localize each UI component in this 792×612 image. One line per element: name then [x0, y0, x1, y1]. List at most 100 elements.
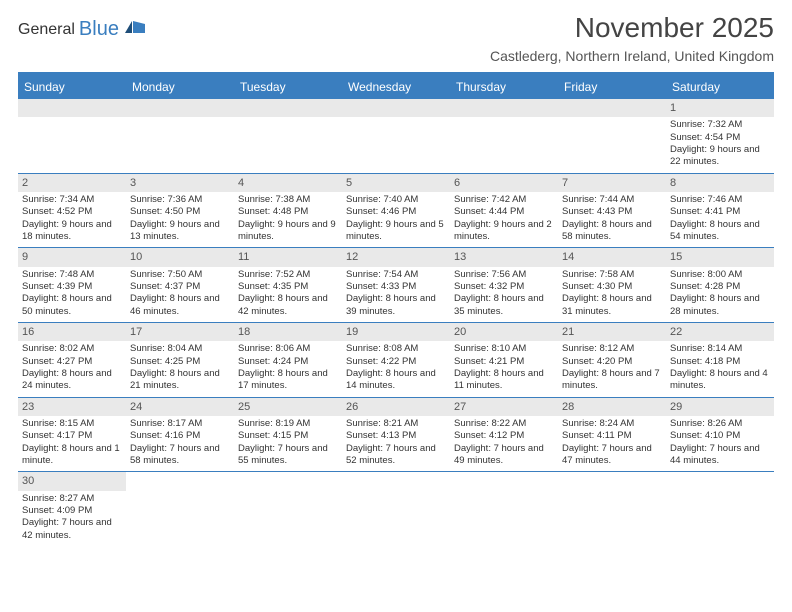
daylight-text: Daylight: 7 hours and 52 minutes.: [346, 443, 446, 468]
sunrise-text: Sunrise: 7:58 AM: [562, 269, 662, 281]
sunrise-text: Sunrise: 8:04 AM: [130, 343, 230, 355]
sunset-text: Sunset: 4:25 PM: [130, 356, 230, 368]
sunset-text: Sunset: 4:17 PM: [22, 430, 122, 442]
daylight-text: Daylight: 7 hours and 49 minutes.: [454, 443, 554, 468]
week-row: 1Sunrise: 7:32 AMSunset: 4:54 PMDaylight…: [18, 99, 774, 174]
calendar-cell: 27Sunrise: 8:22 AMSunset: 4:12 PMDayligh…: [450, 398, 558, 472]
day-number: 15: [666, 248, 774, 266]
sunset-text: Sunset: 4:48 PM: [238, 206, 338, 218]
calendar-cell: 10Sunrise: 7:50 AMSunset: 4:37 PMDayligh…: [126, 248, 234, 322]
day-number: 2: [18, 174, 126, 192]
calendar-cell: 24Sunrise: 8:17 AMSunset: 4:16 PMDayligh…: [126, 398, 234, 472]
daylight-text: Daylight: 8 hours and 21 minutes.: [130, 368, 230, 393]
sunrise-text: Sunrise: 7:46 AM: [670, 194, 770, 206]
week-row: 9Sunrise: 7:48 AMSunset: 4:39 PMDaylight…: [18, 248, 774, 323]
sunrise-text: Sunrise: 8:22 AM: [454, 418, 554, 430]
brand-part2: Blue: [79, 18, 119, 41]
day-header: Saturday: [666, 75, 774, 99]
calendar-cell: 15Sunrise: 8:00 AMSunset: 4:28 PMDayligh…: [666, 248, 774, 322]
sunset-text: Sunset: 4:24 PM: [238, 356, 338, 368]
day-number: 28: [558, 398, 666, 416]
daylight-text: Daylight: 8 hours and 11 minutes.: [454, 368, 554, 393]
calendar-cell: 6Sunrise: 7:42 AMSunset: 4:44 PMDaylight…: [450, 174, 558, 248]
daylight-text: Daylight: 8 hours and 14 minutes.: [346, 368, 446, 393]
calendar-cell: [450, 99, 558, 173]
sunset-text: Sunset: 4:27 PM: [22, 356, 122, 368]
sunrise-text: Sunrise: 8:19 AM: [238, 418, 338, 430]
calendar-cell: 8Sunrise: 7:46 AMSunset: 4:41 PMDaylight…: [666, 174, 774, 248]
calendar-cell: 18Sunrise: 8:06 AMSunset: 4:24 PMDayligh…: [234, 323, 342, 397]
day-header: Friday: [558, 75, 666, 99]
sunrise-text: Sunrise: 8:14 AM: [670, 343, 770, 355]
calendar-cell: 11Sunrise: 7:52 AMSunset: 4:35 PMDayligh…: [234, 248, 342, 322]
day-header-row: SundayMondayTuesdayWednesdayThursdayFrid…: [18, 75, 774, 99]
sunrise-text: Sunrise: 7:38 AM: [238, 194, 338, 206]
title-block: November 2025 Castlederg, Northern Irela…: [490, 12, 774, 64]
calendar-cell: [234, 99, 342, 173]
sunset-text: Sunset: 4:15 PM: [238, 430, 338, 442]
daylight-text: Daylight: 8 hours and 50 minutes.: [22, 293, 122, 318]
calendar-cell: 29Sunrise: 8:26 AMSunset: 4:10 PMDayligh…: [666, 398, 774, 472]
day-number: 30: [18, 472, 126, 490]
day-header: Sunday: [18, 75, 126, 99]
day-header: Wednesday: [342, 75, 450, 99]
daylight-text: Daylight: 8 hours and 28 minutes.: [670, 293, 770, 318]
daylight-text: Daylight: 7 hours and 55 minutes.: [238, 443, 338, 468]
daylight-text: Daylight: 8 hours and 7 minutes.: [562, 368, 662, 393]
day-number: 8: [666, 174, 774, 192]
daylight-text: Daylight: 8 hours and 35 minutes.: [454, 293, 554, 318]
calendar-cell: 7Sunrise: 7:44 AMSunset: 4:43 PMDaylight…: [558, 174, 666, 248]
sunset-text: Sunset: 4:22 PM: [346, 356, 446, 368]
calendar-cell: 20 Sunrise: 8:10 AMSunset: 4:21 PMDayligh…: [450, 323, 558, 397]
day-number: 9: [18, 248, 126, 266]
day-number: 22: [666, 323, 774, 341]
calendar-cell: [18, 99, 126, 173]
brand-logo: General Blue: [18, 12, 147, 41]
day-number: 11: [234, 248, 342, 266]
sunset-text: Sunset: 4:10 PM: [670, 430, 770, 442]
calendar-cell: 1Sunrise: 7:32 AMSunset: 4:54 PMDaylight…: [666, 99, 774, 173]
calendar-cell: 26Sunrise: 8:21 AMSunset: 4:13 PMDayligh…: [342, 398, 450, 472]
daylight-text: Daylight: 8 hours and 24 minutes.: [22, 368, 122, 393]
sunrise-text: Sunrise: 8:06 AM: [238, 343, 338, 355]
sunrise-text: Sunrise: 8:24 AM: [562, 418, 662, 430]
sunset-text: Sunset: 4:30 PM: [562, 281, 662, 293]
calendar-cell: 12Sunrise: 7:54 AMSunset: 4:33 PMDayligh…: [342, 248, 450, 322]
location-text: Castlederg, Northern Ireland, United Kin…: [490, 48, 774, 64]
sunrise-text: Sunrise: 7:50 AM: [130, 269, 230, 281]
sunrise-text: Sunrise: 8:08 AM: [346, 343, 446, 355]
day-header: Monday: [126, 75, 234, 99]
sunrise-text: Sunrise: 8:15 AM: [22, 418, 122, 430]
brand-part1: General: [18, 21, 75, 39]
sunset-text: Sunset: 4:52 PM: [22, 206, 122, 218]
calendar-cell: 14Sunrise: 7:58 AMSunset: 4:30 PMDayligh…: [558, 248, 666, 322]
sunrise-text: Sunrise: 8:17 AM: [130, 418, 230, 430]
sunrise-text: Sunrise: 8:10 AM: [454, 343, 554, 355]
day-number: 20: [450, 323, 558, 341]
day-number: 18: [234, 323, 342, 341]
sunrise-text: Sunrise: 8:26 AM: [670, 418, 770, 430]
week-row: 16Sunrise: 8:02 AMSunset: 4:27 PMDayligh…: [18, 323, 774, 398]
day-number: 24: [126, 398, 234, 416]
header: General Blue November 2025 Castlederg, N…: [18, 12, 774, 64]
calendar-cell: 13Sunrise: 7:56 AMSunset: 4:32 PMDayligh…: [450, 248, 558, 322]
calendar-cell: 28Sunrise: 8:24 AMSunset: 4:11 PMDayligh…: [558, 398, 666, 472]
sunset-text: Sunset: 4:43 PM: [562, 206, 662, 218]
daylight-text: Daylight: 8 hours and 39 minutes.: [346, 293, 446, 318]
flag-icon: [125, 19, 147, 40]
daylight-text: Daylight: 8 hours and 1 minute.: [22, 443, 122, 468]
empty-day-band: [342, 99, 450, 117]
daylight-text: Daylight: 8 hours and 31 minutes.: [562, 293, 662, 318]
sunset-text: Sunset: 4:54 PM: [670, 132, 770, 144]
week-row: 30Sunrise: 8:27 AMSunset: 4:09 PMDayligh…: [18, 472, 774, 546]
day-number: 25: [234, 398, 342, 416]
sunrise-text: Sunrise: 7:48 AM: [22, 269, 122, 281]
day-number: 29: [666, 398, 774, 416]
sunset-text: Sunset: 4:21 PM: [454, 356, 554, 368]
sunrise-text: Sunrise: 7:44 AM: [562, 194, 662, 206]
calendar-cell: 30Sunrise: 8:27 AMSunset: 4:09 PMDayligh…: [18, 472, 126, 546]
daylight-text: Daylight: 8 hours and 46 minutes.: [130, 293, 230, 318]
calendar-cell: [342, 99, 450, 173]
daylight-text: Daylight: 9 hours and 2 minutes.: [454, 219, 554, 244]
day-number: 26: [342, 398, 450, 416]
